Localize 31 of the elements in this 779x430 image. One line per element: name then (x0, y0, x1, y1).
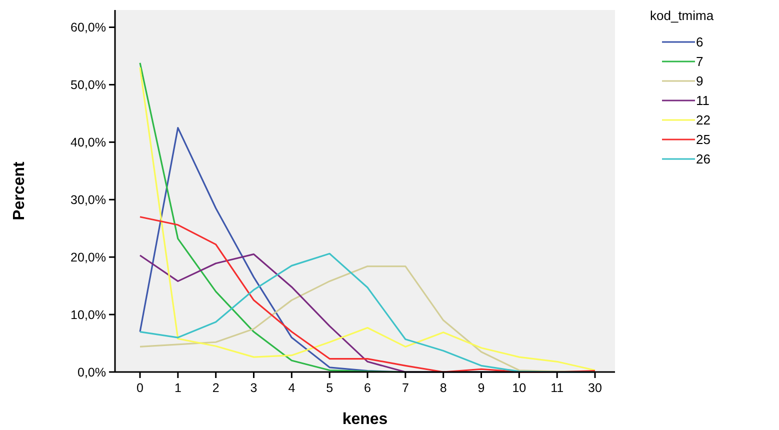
legend-title: kod_tmima (650, 8, 714, 23)
x-tick-label: 11 (550, 381, 564, 395)
x-tick-label: 5 (326, 381, 334, 395)
y-axis-title: Percent (11, 160, 28, 220)
y-tick-label: 20,0% (70, 250, 106, 264)
x-tick-label: 3 (250, 381, 258, 395)
legend-label: 22 (696, 112, 710, 128)
x-tick-label: 9 (478, 381, 485, 395)
x-tick-label: 4 (288, 381, 296, 395)
x-tick-label: 10 (512, 381, 526, 395)
x-tick-label: 0 (136, 381, 144, 395)
legend-label: 11 (696, 93, 710, 108)
y-tick-label: 30,0% (70, 192, 106, 207)
legend-label: 26 (696, 152, 710, 167)
x-tick-label: 6 (364, 381, 372, 395)
x-tick-label: 2 (212, 381, 220, 395)
line-series (139, 216, 596, 373)
x-axis-title: kenes (342, 411, 388, 428)
y-tick-label: 50,0% (70, 78, 106, 92)
legend-label: 25 (696, 132, 710, 148)
legend-label: 7 (696, 54, 704, 70)
legend-label: 6 (696, 34, 704, 50)
x-tick-label: 8 (440, 381, 447, 395)
y-tick-label: 60,0% (70, 20, 106, 35)
x-tick-label: 1 (174, 381, 182, 395)
y-tick-label: 40,0% (70, 136, 106, 150)
y-tick-label: 10,0% (70, 308, 106, 322)
y-tick-label: 0,0% (78, 365, 106, 380)
legend-label: 9 (696, 74, 704, 89)
x-tick-label: 30 (588, 381, 602, 395)
x-tick-label: 7 (402, 381, 409, 395)
